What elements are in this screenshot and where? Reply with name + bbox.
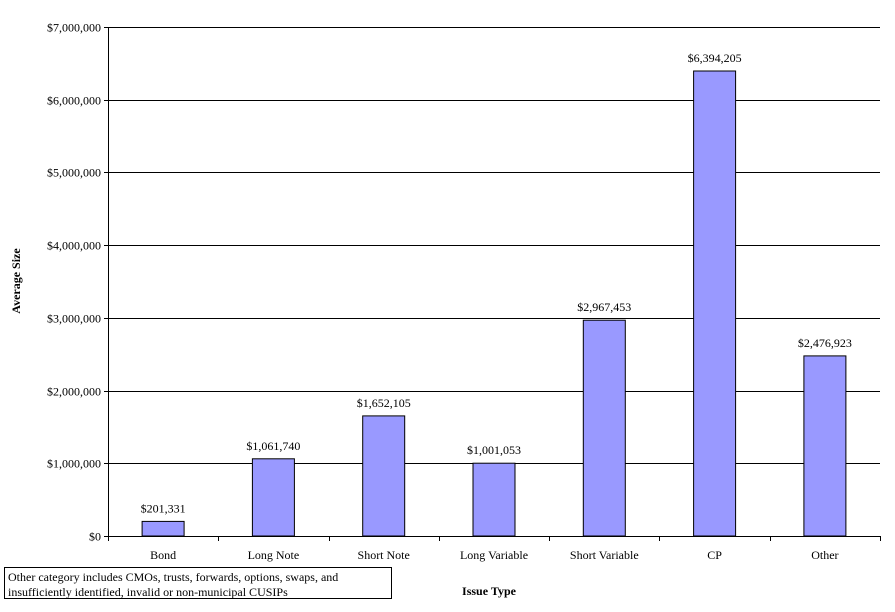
data-label: $2,967,453 <box>577 300 631 314</box>
x-tick-label: Bond <box>150 548 176 562</box>
data-label: $201,331 <box>141 501 186 515</box>
x-tick-label: Long Variable <box>460 548 528 562</box>
footnote-line-2: insufficiently identified, invalid or no… <box>8 585 288 599</box>
data-label: $1,061,740 <box>246 439 300 453</box>
y-tick-label: $1,000,000 <box>47 457 101 471</box>
x-tick-label: Long Note <box>248 548 300 562</box>
bar-long-variable <box>472 462 516 537</box>
y-tick-label: $2,000,000 <box>47 385 101 399</box>
bar-cp <box>693 70 737 537</box>
y-tick-label: $6,000,000 <box>47 94 101 108</box>
y-tick-label: $5,000,000 <box>47 166 101 180</box>
x-axis-title: Issue Type <box>462 584 517 598</box>
bar-bond <box>141 520 185 537</box>
y-tick-label: $0 <box>89 530 101 544</box>
data-label: $6,394,205 <box>688 51 742 65</box>
x-tick-label: Short Variable <box>570 548 639 562</box>
y-tick-label: $4,000,000 <box>47 239 101 253</box>
axes: $0 $1,000,000 $2,000,000 $3,000,000 $4,000,0… <box>47 21 881 562</box>
bar-short-note <box>362 415 406 537</box>
y-tick-label: $3,000,000 <box>47 312 101 326</box>
gridlines <box>108 27 880 464</box>
y-tick-label: $7,000,000 <box>47 21 101 35</box>
data-label: $1,652,105 <box>357 396 411 410</box>
x-tick-label: Other <box>811 548 838 562</box>
data-labels: $201,331 $1,061,740 $1,652,105 $1,001,053 $2… <box>141 51 852 515</box>
x-tick-label: CP <box>707 548 722 562</box>
x-tick-label: Short Note <box>358 548 410 562</box>
bar-short-variable <box>582 319 626 537</box>
data-label: $1,001,053 <box>467 443 521 457</box>
footnote-line-1: Other category includes CMOs, trusts, fo… <box>8 570 339 584</box>
data-label: $2,476,923 <box>798 336 852 350</box>
bars <box>141 70 847 537</box>
bar-other <box>803 355 847 537</box>
bar-long-note <box>251 458 295 537</box>
footnote-box: Other category includes CMOs, trusts, fo… <box>4 567 392 599</box>
y-axis-title: Average Size <box>9 248 23 314</box>
